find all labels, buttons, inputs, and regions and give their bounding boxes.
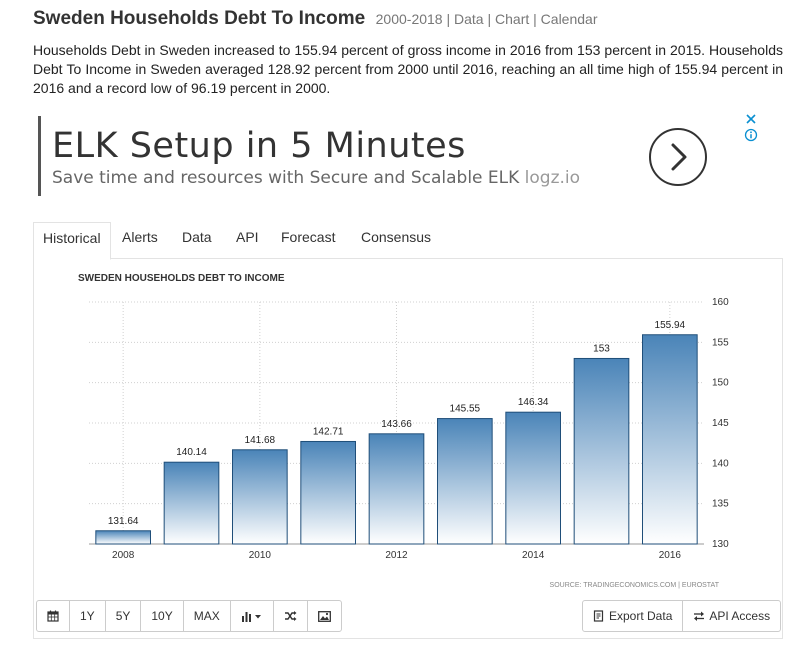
y-tick-label: 160 [712, 297, 729, 308]
x-tick-label: 2008 [112, 550, 135, 561]
data-label: 143.66 [381, 419, 412, 430]
info-icon[interactable] [744, 128, 758, 142]
y-axis-ticks: 130 135 140 145 150 155 160 [712, 297, 729, 550]
title-links: 2000-2018 | Data | Chart | Calendar [375, 11, 598, 27]
bar[interactable] [368, 433, 425, 545]
y-tick-label: 145 [712, 418, 729, 429]
range-1y-button[interactable]: 1Y [70, 601, 106, 631]
bars [95, 334, 698, 545]
x-tick-label: 2012 [385, 550, 408, 561]
bar[interactable] [95, 530, 151, 545]
data-labels: 131.64 140.14 141.68 142.71 143.66 145.55 146.… [108, 320, 686, 527]
y-tick-label: 155 [712, 337, 729, 348]
ad-subtext-text: Save time and resources with Secure and … [52, 168, 520, 188]
chart-toolbar-right: Export Data API Access [582, 600, 782, 632]
export-data-label: Export Data [609, 609, 673, 623]
tab-bar: Historical Alerts Data API Forecast Cons… [33, 222, 783, 260]
tab-alerts[interactable]: Alerts [122, 229, 158, 245]
chart-panel: SWEDEN HOUSEHOLDS DEBT TO INCOME 131.64 1… [33, 259, 783, 639]
data-label: 153 [593, 343, 610, 354]
bar-chart-icon [241, 612, 261, 622]
chart-source: SOURCE: TRADINGECONOMICS.COM | EUROSTAT [550, 582, 720, 589]
chart-type-button[interactable] [231, 601, 274, 631]
api-access-button[interactable]: API Access [683, 601, 780, 631]
image-button[interactable] [308, 601, 341, 631]
export-data-button[interactable]: Export Data [583, 601, 684, 631]
x-tick-label: 2010 [249, 550, 272, 561]
data-label: 141.68 [245, 435, 276, 446]
bar[interactable] [505, 411, 562, 545]
data-label: 131.64 [108, 516, 139, 527]
calendar-icon [47, 610, 59, 622]
title-row: Sweden Households Debt To Income 2000-20… [33, 8, 598, 30]
x-axis-ticks: 2008 2010 2012 2014 2016 [112, 550, 681, 561]
chart-title: SWEDEN HOUSEHOLDS DEBT TO INCOME [78, 273, 285, 284]
link-calendar[interactable]: Calendar [540, 11, 598, 27]
bar[interactable] [232, 449, 288, 545]
chart-toolbar: 1Y 5Y 10Y MAX [36, 600, 342, 632]
y-tick-label: 150 [712, 378, 729, 389]
ad-banner[interactable]: ELK Setup in 5 Minutes Save time and res… [38, 116, 762, 196]
ad-next-button[interactable] [649, 128, 707, 186]
link-chart[interactable]: Chart [495, 11, 530, 27]
link-data[interactable]: Data [454, 11, 484, 27]
y-tick-label: 140 [712, 458, 729, 469]
range-5y-button[interactable]: 5Y [106, 601, 142, 631]
ad-brand: logz.io [524, 168, 581, 188]
y-tick-label: 135 [712, 499, 729, 510]
api-access-label: API Access [709, 609, 771, 623]
bar[interactable] [573, 357, 630, 545]
tab-api[interactable]: API [236, 229, 259, 245]
description: Households Debt in Sweden increased to 1… [33, 42, 783, 96]
x-tick-label: 2014 [522, 550, 545, 561]
y-tick-label: 130 [712, 539, 729, 550]
tab-forecast[interactable]: Forecast [281, 229, 336, 245]
range-max-button[interactable]: MAX [184, 601, 231, 631]
compare-button[interactable] [274, 601, 308, 631]
bar[interactable] [300, 440, 357, 545]
data-label: 142.71 [313, 426, 344, 437]
data-label: 145.55 [450, 404, 481, 415]
calendar-button[interactable] [37, 601, 70, 631]
bar[interactable] [163, 461, 220, 545]
data-label: 146.34 [518, 397, 549, 408]
link-date-range[interactable]: 2000-2018 [375, 11, 443, 27]
chevron-right-icon [671, 143, 687, 171]
swap-arrows-icon [694, 611, 705, 621]
page-title: Sweden Households Debt To Income [33, 8, 366, 29]
close-icon[interactable] [744, 112, 758, 126]
x-tick-label: 2016 [659, 550, 682, 561]
tab-data[interactable]: Data [182, 229, 212, 245]
tab-historical[interactable]: Historical [33, 222, 111, 260]
range-10y-button[interactable]: 10Y [141, 601, 184, 631]
bar-chart: SWEDEN HOUSEHOLDS DEBT TO INCOME 131.641… [78, 273, 729, 589]
ad-headline[interactable]: ELK Setup in 5 Minutes [52, 126, 466, 166]
image-icon [317, 610, 331, 622]
bar[interactable] [642, 334, 698, 545]
ad-subtext: Save time and resources with Secure and … [52, 168, 580, 188]
bar[interactable] [437, 418, 493, 545]
data-label: 140.14 [176, 447, 207, 458]
data-label: 155.94 [655, 320, 686, 331]
export-icon [593, 610, 604, 622]
tab-consensus[interactable]: Consensus [361, 229, 432, 245]
shuffle-icon [284, 611, 297, 621]
